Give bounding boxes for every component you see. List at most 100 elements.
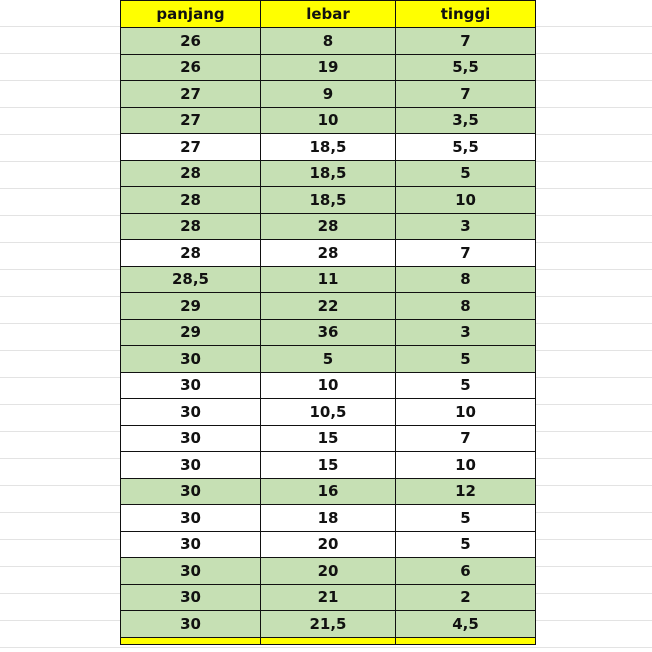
table-row: 30 21,5 4,5 — [120, 610, 536, 638]
cell-panjang[interactable]: 30 — [120, 345, 261, 373]
cell-tinggi[interactable]: 5,5 — [395, 53, 536, 81]
cell-lebar[interactable]: 28 — [260, 239, 396, 267]
cell-tinggi[interactable]: 5 — [395, 159, 536, 187]
table-row: 28 18,5 10 — [120, 186, 536, 214]
cell-lebar[interactable]: 19 — [260, 53, 396, 81]
cell-tinggi[interactable]: 7 — [395, 80, 536, 108]
cell-panjang[interactable]: 30 — [120, 371, 261, 399]
dimensions-table: panjang lebar tinggi 26 8 7 26 19 5,5 27 9 7 27 10… — [120, 0, 536, 645]
header-tinggi[interactable]: tinggi — [395, 0, 536, 28]
cell-tinggi[interactable]: 7 — [395, 424, 536, 452]
table-row: 28 28 3 — [120, 212, 536, 240]
cell-panjang[interactable]: 30 — [120, 477, 261, 505]
cell-lebar[interactable]: 21,5 — [260, 610, 396, 638]
cell-lebar[interactable]: 18,5 — [260, 186, 396, 214]
cell-tinggi[interactable]: 5 — [395, 504, 536, 532]
table-row: 30 10 5 — [120, 371, 536, 399]
table-row: 30 15 7 — [120, 424, 536, 452]
cell-panjang[interactable]: 29 — [120, 292, 261, 320]
cell-tinggi[interactable]: 5,5 — [395, 133, 536, 161]
footer-cell[interactable] — [260, 636, 396, 645]
cell-lebar[interactable]: 16 — [260, 477, 396, 505]
table-row: 26 8 7 — [120, 27, 536, 55]
cell-panjang[interactable]: 28 — [120, 239, 261, 267]
header-panjang[interactable]: panjang — [120, 0, 261, 28]
cell-tinggi[interactable]: 4,5 — [395, 610, 536, 638]
cell-lebar[interactable]: 21 — [260, 583, 396, 611]
cell-lebar[interactable]: 36 — [260, 318, 396, 346]
cell-lebar[interactable]: 18,5 — [260, 159, 396, 187]
cell-lebar[interactable]: 15 — [260, 451, 396, 479]
cell-panjang[interactable]: 30 — [120, 583, 261, 611]
table-row: 26 19 5,5 — [120, 53, 536, 81]
table-row: 30 21 2 — [120, 583, 536, 611]
cell-tinggi[interactable]: 5 — [395, 530, 536, 558]
cell-panjang[interactable]: 30 — [120, 530, 261, 558]
cell-lebar[interactable]: 10,5 — [260, 398, 396, 426]
cell-tinggi[interactable]: 8 — [395, 292, 536, 320]
cell-panjang[interactable]: 26 — [120, 53, 261, 81]
cell-panjang[interactable]: 30 — [120, 451, 261, 479]
table-row: 28 28 7 — [120, 239, 536, 267]
cell-lebar[interactable]: 15 — [260, 424, 396, 452]
cell-panjang[interactable]: 30 — [120, 504, 261, 532]
cell-tinggi[interactable]: 7 — [395, 239, 536, 267]
cell-tinggi[interactable]: 5 — [395, 345, 536, 373]
cell-panjang[interactable]: 30 — [120, 610, 261, 638]
cell-tinggi[interactable]: 12 — [395, 477, 536, 505]
cell-tinggi[interactable]: 10 — [395, 451, 536, 479]
cell-lebar[interactable]: 11 — [260, 265, 396, 293]
cell-tinggi[interactable]: 3 — [395, 318, 536, 346]
cell-lebar[interactable]: 10 — [260, 106, 396, 134]
cell-tinggi[interactable]: 2 — [395, 583, 536, 611]
cell-panjang[interactable]: 27 — [120, 133, 261, 161]
cell-panjang[interactable]: 28 — [120, 212, 261, 240]
cell-lebar[interactable]: 5 — [260, 345, 396, 373]
cell-lebar[interactable]: 20 — [260, 557, 396, 585]
cell-lebar[interactable]: 18,5 — [260, 133, 396, 161]
footer-cell[interactable] — [395, 636, 536, 645]
cell-lebar[interactable]: 20 — [260, 530, 396, 558]
table-row: 27 10 3,5 — [120, 106, 536, 134]
footer-cell[interactable] — [120, 636, 261, 645]
cell-lebar[interactable]: 8 — [260, 27, 396, 55]
table-row: 27 18,5 5,5 — [120, 133, 536, 161]
cell-panjang[interactable]: 28 — [120, 186, 261, 214]
cell-panjang[interactable]: 27 — [120, 106, 261, 134]
cell-lebar[interactable]: 22 — [260, 292, 396, 320]
cell-lebar[interactable]: 28 — [260, 212, 396, 240]
table-row: 30 15 10 — [120, 451, 536, 479]
cell-tinggi[interactable]: 6 — [395, 557, 536, 585]
cell-panjang[interactable]: 28,5 — [120, 265, 261, 293]
table-row: 27 9 7 — [120, 80, 536, 108]
cell-panjang[interactable]: 26 — [120, 27, 261, 55]
cell-panjang[interactable]: 30 — [120, 398, 261, 426]
header-row: panjang lebar tinggi — [120, 0, 536, 28]
table-row: 29 22 8 — [120, 292, 536, 320]
cell-panjang[interactable]: 27 — [120, 80, 261, 108]
table-row: 28,5 11 8 — [120, 265, 536, 293]
cell-lebar[interactable]: 10 — [260, 371, 396, 399]
table-row: 29 36 3 — [120, 318, 536, 346]
cell-panjang[interactable]: 30 — [120, 557, 261, 585]
table-row: 30 20 6 — [120, 557, 536, 585]
table-row: 30 18 5 — [120, 504, 536, 532]
partial-footer-row — [120, 636, 536, 645]
table-row: 30 5 5 — [120, 345, 536, 373]
cell-panjang[interactable]: 29 — [120, 318, 261, 346]
table-row: 30 10,5 10 — [120, 398, 536, 426]
cell-lebar[interactable]: 18 — [260, 504, 396, 532]
cell-tinggi[interactable]: 7 — [395, 27, 536, 55]
cell-tinggi[interactable]: 5 — [395, 371, 536, 399]
table-row: 30 16 12 — [120, 477, 536, 505]
cell-tinggi[interactable]: 3 — [395, 212, 536, 240]
cell-tinggi[interactable]: 8 — [395, 265, 536, 293]
cell-lebar[interactable]: 9 — [260, 80, 396, 108]
header-lebar[interactable]: lebar — [260, 0, 396, 28]
cell-tinggi[interactable]: 3,5 — [395, 106, 536, 134]
cell-tinggi[interactable]: 10 — [395, 398, 536, 426]
table-row: 30 20 5 — [120, 530, 536, 558]
cell-tinggi[interactable]: 10 — [395, 186, 536, 214]
cell-panjang[interactable]: 30 — [120, 424, 261, 452]
cell-panjang[interactable]: 28 — [120, 159, 261, 187]
